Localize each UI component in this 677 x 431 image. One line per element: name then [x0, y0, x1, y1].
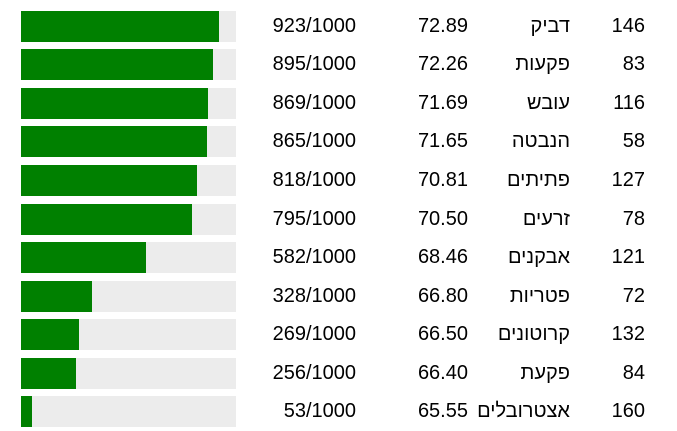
guess-word: פטריות: [509, 284, 570, 307]
guess-word: הנבטה: [511, 130, 570, 153]
guess-row: 865/1000 71.65 הנבטה 58: [0, 123, 677, 162]
guess-row: 923/1000 72.89 דביק 146: [0, 7, 677, 46]
similarity-bar-track: [21, 126, 236, 158]
guess-row: 869/1000 71.69 עובש 116: [0, 84, 677, 123]
guess-number: 78: [622, 207, 645, 230]
guess-word: אצטרובלים: [477, 400, 570, 423]
similarity-bar-track: [21, 396, 236, 428]
guess-word: פקעת: [520, 361, 570, 384]
guess-row: 818/1000 70.81 פתיתים 127: [0, 161, 677, 200]
similarity-score: 72.26: [417, 53, 468, 76]
similarity-bar-fill: [21, 49, 214, 81]
guess-number: 84: [622, 361, 645, 384]
guess-word: קרוטונים: [497, 323, 570, 346]
similarity-bar-track: [21, 319, 236, 351]
similarity-bar-track: [21, 280, 236, 312]
similarity-bar-fill: [21, 357, 77, 389]
similarity-bar-track: [21, 164, 236, 196]
rank-fraction: 328/1000: [272, 284, 356, 307]
guess-row: 795/1000 70.50 זרעים 78: [0, 200, 677, 239]
similarity-bar-fill: [21, 10, 220, 42]
guess-number: 83: [622, 53, 645, 76]
similarity-bar-fill: [21, 126, 207, 158]
guess-row: 256/1000 66.40 פקעת 84: [0, 354, 677, 393]
guess-row: 328/1000 66.80 פטריות 72: [0, 277, 677, 316]
similarity-bar-fill: [21, 396, 33, 428]
rank-fraction: 795/1000: [272, 207, 356, 230]
similarity-bar-fill: [21, 280, 92, 312]
rank-fraction: 865/1000: [272, 130, 356, 153]
similarity-bar-track: [21, 49, 236, 81]
rank-fraction: 869/1000: [272, 91, 356, 114]
guess-number: 58: [622, 130, 645, 153]
guess-number: 121: [611, 246, 645, 269]
similarity-bar-fill: [21, 164, 197, 196]
guess-number: 160: [611, 400, 645, 423]
guess-word: דביק: [530, 14, 570, 37]
similarity-score: 71.65: [417, 130, 468, 153]
guess-word: עובש: [527, 91, 570, 114]
similarity-score: 66.50: [417, 323, 468, 346]
guess-word: אבקנים: [507, 246, 570, 269]
guess-row: 53/1000 65.55 אצטרובלים 160: [0, 392, 677, 431]
guess-row: 269/1000 66.50 קרוטונים 132: [0, 315, 677, 354]
guess-number: 116: [613, 91, 645, 114]
similarity-score: 66.40: [417, 361, 468, 384]
guess-word: זרעים: [522, 207, 570, 230]
guess-word: פקעות: [515, 53, 570, 76]
guess-number: 127: [611, 168, 645, 191]
rank-fraction: 923/1000: [272, 14, 356, 37]
similarity-score: 71.69: [417, 91, 468, 114]
rank-fraction: 256/1000: [272, 361, 356, 384]
rank-fraction: 582/1000: [272, 246, 356, 269]
similarity-bar-track: [21, 357, 236, 389]
similarity-score: 68.46: [417, 246, 468, 269]
guess-word: פתיתים: [507, 168, 570, 191]
similarity-bar-fill: [21, 242, 147, 274]
similarity-score: 70.50: [417, 207, 468, 230]
similarity-bar-track: [21, 203, 236, 235]
guess-row: 582/1000 68.46 אבקנים 121: [0, 238, 677, 277]
similarity-bar-fill: [21, 203, 192, 235]
similarity-bar-track: [21, 87, 236, 119]
rank-fraction: 818/1000: [272, 168, 356, 191]
rank-fraction: 269/1000: [272, 323, 356, 346]
similarity-score: 72.89: [417, 14, 468, 37]
guess-row: 895/1000 72.26 פקעות 83: [0, 46, 677, 85]
similarity-bar-fill: [21, 87, 208, 119]
rank-fraction: 895/1000: [272, 53, 356, 76]
similarity-bar-track: [21, 242, 236, 274]
similarity-bar-track: [21, 10, 236, 42]
similarity-score: 70.81: [417, 168, 468, 191]
guess-number: 132: [611, 323, 645, 346]
similarity-bar-fill: [21, 319, 79, 351]
guess-number: 146: [611, 14, 645, 37]
similarity-score: 66.80: [417, 284, 468, 307]
similarity-score: 65.55: [417, 400, 468, 423]
guess-number: 72: [622, 284, 645, 307]
rank-fraction: 53/1000: [283, 400, 356, 423]
